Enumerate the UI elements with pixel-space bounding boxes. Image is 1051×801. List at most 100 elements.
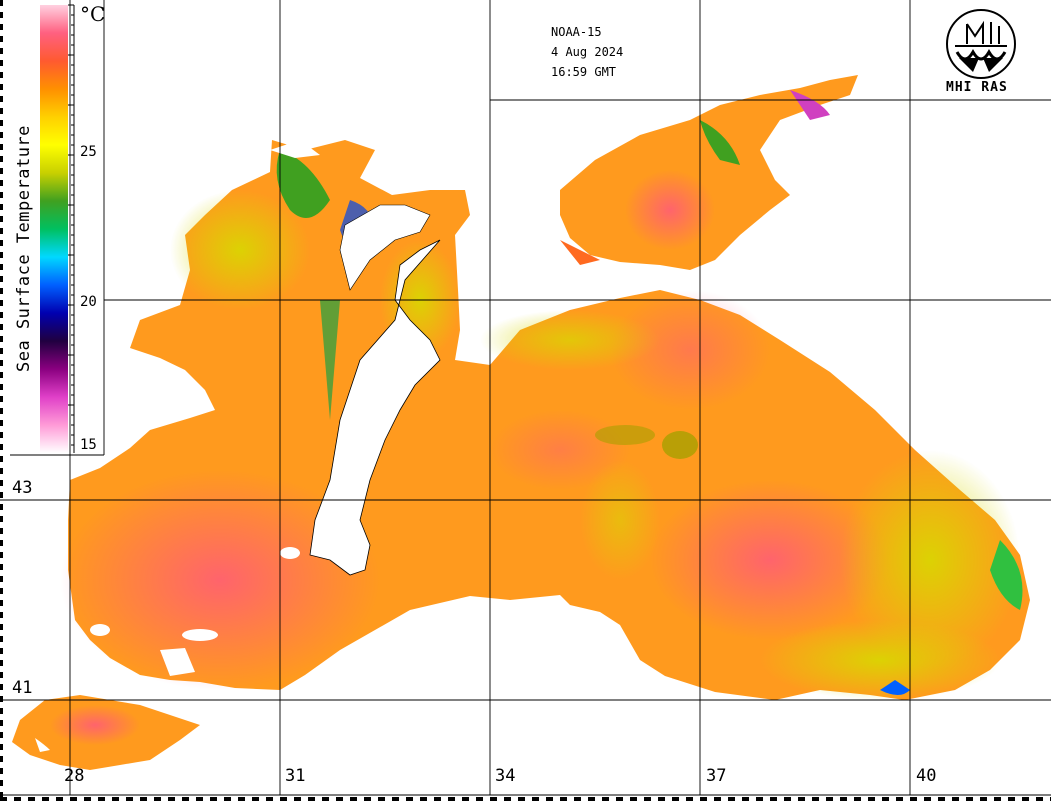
ruler-tick	[0, 780, 3, 786]
ruler-tick	[728, 797, 735, 801]
ruler-tick	[1036, 797, 1043, 801]
crimea-land	[309, 204, 441, 576]
ruler-tick	[420, 797, 427, 801]
ruler-tick	[0, 672, 3, 678]
crimea	[309, 239, 441, 576]
ruler-tick	[966, 797, 973, 801]
ruler-tick	[0, 12, 3, 18]
ruler-tick	[546, 797, 553, 801]
ruler-tick	[896, 797, 903, 801]
satellite-info: NOAA-15 4 Aug 2024 16:59 GMT	[551, 22, 623, 82]
ruler-tick	[0, 264, 3, 270]
ruler-tick	[0, 324, 3, 330]
ruler-tick	[952, 797, 959, 801]
ruler-tick	[28, 797, 35, 801]
ruler-tick	[658, 797, 665, 801]
ruler-tick	[518, 797, 525, 801]
ruler-tick	[0, 144, 3, 150]
longitude-label: 37	[706, 766, 727, 786]
ruler-tick	[0, 684, 3, 690]
ruler-tick	[0, 444, 3, 450]
ruler-tick	[0, 732, 3, 738]
ruler-tick	[0, 528, 3, 534]
colorbar-title: Sea Surface Temperature	[14, 125, 34, 372]
ruler-tick	[98, 797, 105, 801]
ruler-tick	[392, 797, 399, 801]
ruler-tick	[0, 276, 3, 282]
latitude-label: 43	[12, 478, 33, 498]
ruler-tick	[0, 96, 3, 102]
colorbar	[0, 0, 75, 801]
ruler-tick	[574, 797, 581, 801]
ruler-tick	[0, 312, 3, 318]
ruler-tick	[0, 768, 3, 774]
ruler-tick	[126, 797, 133, 801]
ruler-tick	[0, 468, 3, 474]
ruler-tick	[0, 348, 3, 354]
ruler-tick	[56, 797, 63, 801]
sea-of-azov	[560, 75, 858, 270]
ruler-tick	[0, 132, 3, 138]
ruler-tick	[378, 797, 385, 801]
ruler-tick	[602, 797, 609, 801]
ruler-tick	[910, 797, 917, 801]
ruler-tick	[0, 360, 3, 366]
ruler-tick	[0, 48, 3, 54]
ruler-tick	[0, 396, 3, 402]
ruler-tick	[154, 797, 161, 801]
ruler-tick	[0, 120, 3, 126]
ruler-tick	[224, 797, 231, 801]
ruler-tick	[0, 504, 3, 510]
acquisition-date: 4 Aug 2024	[551, 45, 624, 59]
ruler-tick	[924, 797, 931, 801]
ruler-tick	[0, 216, 3, 222]
colorbar-tick-label: 25	[80, 144, 97, 160]
latitude-label: 41	[12, 678, 33, 698]
ruler-tick	[854, 797, 861, 801]
ruler-tick	[280, 797, 287, 801]
ruler-tick	[0, 636, 3, 642]
ruler-tick	[0, 756, 3, 762]
ruler-tick	[0, 300, 3, 306]
ruler-tick	[0, 492, 3, 498]
ruler-tick	[70, 797, 77, 801]
ruler-tick	[182, 797, 189, 801]
ruler-tick	[0, 480, 3, 486]
ruler-tick	[0, 648, 3, 654]
ruler-tick	[868, 797, 875, 801]
ruler-tick	[0, 168, 3, 174]
ruler-tick	[700, 797, 707, 801]
ruler-tick	[0, 240, 3, 246]
satellite-name: NOAA-15	[551, 25, 602, 39]
ruler-tick	[238, 797, 245, 801]
ruler-tick	[0, 108, 3, 114]
ruler-tick	[588, 797, 595, 801]
ruler-tick	[448, 797, 455, 801]
ruler-tick	[42, 797, 49, 801]
ruler-tick	[994, 797, 1001, 801]
ruler-tick	[0, 420, 3, 426]
longitude-label: 28	[64, 766, 85, 786]
ruler-tick	[0, 660, 3, 666]
ruler-tick	[0, 204, 3, 210]
colorbar-unit: °C	[80, 2, 106, 26]
ruler-tick	[84, 797, 91, 801]
ruler-tick	[980, 797, 987, 801]
colorbar-tick-label: 15	[80, 437, 97, 453]
ruler-tick	[0, 384, 3, 390]
ruler-tick	[0, 84, 3, 90]
ruler-tick	[532, 797, 539, 801]
ruler-tick	[0, 72, 3, 78]
mhi-ras-emblem-icon	[946, 9, 1016, 79]
ruler-tick	[770, 797, 777, 801]
ruler-tick	[462, 797, 469, 801]
ruler-tick	[294, 797, 301, 801]
ruler-tick	[0, 797, 7, 801]
ruler-tick	[882, 797, 889, 801]
ruler-tick	[0, 156, 3, 162]
ruler-tick	[196, 797, 203, 801]
ruler-tick	[0, 432, 3, 438]
ruler-tick	[0, 708, 3, 714]
ruler-tick	[252, 797, 259, 801]
ruler-tick	[938, 797, 945, 801]
